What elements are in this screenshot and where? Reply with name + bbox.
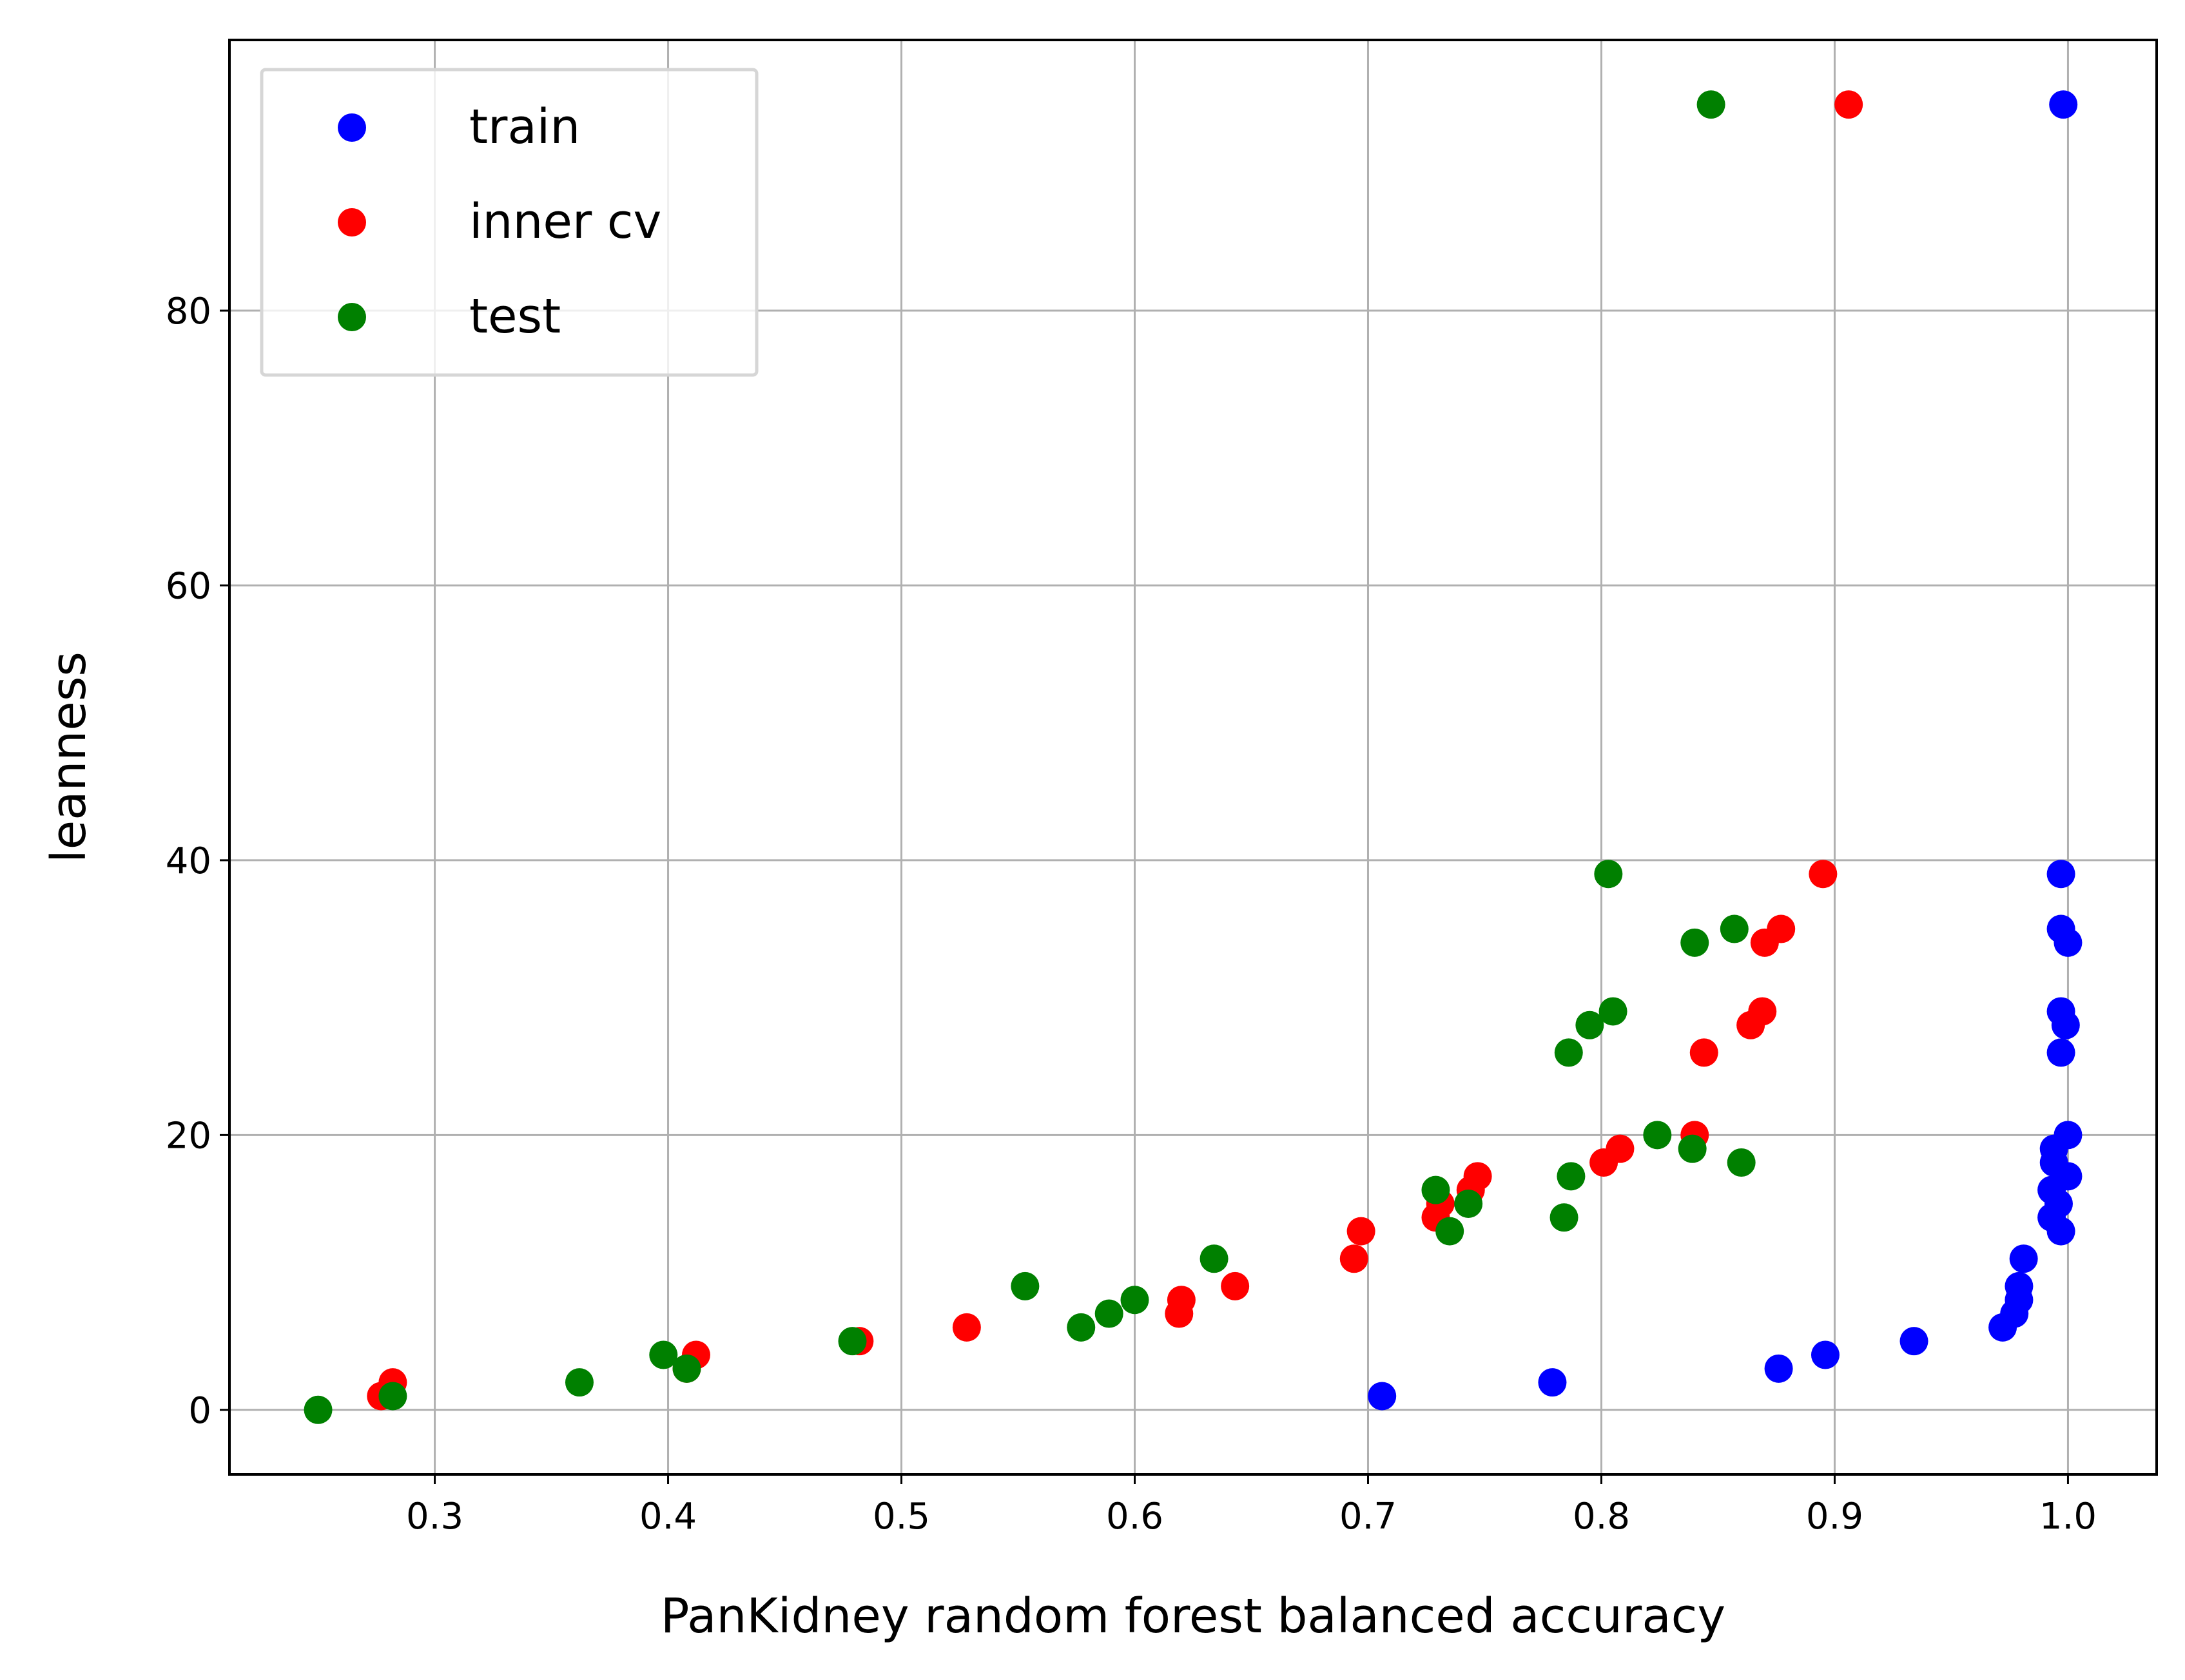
- plot-frame: [228, 39, 2158, 1476]
- data-point-train: [1811, 1340, 1840, 1369]
- data-point-test: [1454, 1189, 1483, 1218]
- data-point-test: [1421, 1175, 1450, 1204]
- x-tick-label: 0.6: [1106, 1496, 1163, 1538]
- data-point-train: [2054, 928, 2083, 957]
- x-tick-label: 0.3: [406, 1496, 463, 1538]
- y-tick-label: 60: [166, 565, 211, 607]
- legend-label-test: test: [469, 289, 561, 344]
- data-point-train: [1538, 1368, 1567, 1397]
- data-point-test: [838, 1327, 867, 1356]
- y-tick-label: 40: [166, 840, 211, 882]
- data-point-inner-cv: [1339, 1244, 1368, 1273]
- data-point-test: [1720, 914, 1749, 943]
- data-point-test: [1067, 1313, 1096, 1342]
- legend-marker-test: [338, 303, 366, 331]
- data-point-test: [304, 1395, 333, 1424]
- data-point-test: [1575, 1010, 1604, 1039]
- data-point-test: [1094, 1299, 1123, 1328]
- legend-frame: [260, 68, 759, 377]
- data-point-inner-cv: [1689, 1038, 1718, 1067]
- data-point-test: [1120, 1286, 1149, 1315]
- data-point-inner-cv: [1346, 1217, 1375, 1246]
- x-axis-title: PanKidney random forest balanced accurac…: [661, 1588, 1725, 1644]
- data-point-test: [1554, 1038, 1583, 1067]
- data-points: [304, 90, 2083, 1424]
- data-point-train: [1899, 1327, 1928, 1356]
- data-point-train: [1988, 1313, 2017, 1342]
- legend-label-train: train: [469, 99, 580, 155]
- y-tick-label: 0: [188, 1390, 211, 1432]
- data-point-test: [1011, 1271, 1040, 1300]
- data-point-inner-cv: [1221, 1271, 1250, 1300]
- data-point-test: [649, 1340, 678, 1369]
- data-point-train: [2009, 1244, 2038, 1273]
- x-tick-label: 0.8: [1573, 1496, 1630, 1538]
- x-tick-label: 0.9: [1806, 1496, 1863, 1538]
- data-point-inner-cv: [1809, 860, 1838, 889]
- data-point-test: [1557, 1162, 1586, 1191]
- data-point-inner-cv: [952, 1313, 981, 1342]
- y-tick-label: 80: [166, 291, 211, 333]
- y-axis-title: leanness: [41, 652, 97, 863]
- data-point-test: [378, 1382, 407, 1411]
- data-point-train: [2049, 90, 2078, 119]
- data-point-inner-cv: [1589, 1148, 1618, 1177]
- data-point-inner-cv: [1750, 928, 1779, 957]
- legend-marker-inner-cv: [338, 208, 366, 237]
- data-point-train: [2051, 1010, 2080, 1039]
- data-point-train: [2046, 1038, 2075, 1067]
- data-point-test: [1727, 1148, 1756, 1177]
- legend-marker-train: [338, 113, 366, 142]
- data-point-train: [1764, 1354, 1793, 1383]
- x-tick-label: 0.5: [873, 1496, 930, 1538]
- x-tick-label: 1.0: [2039, 1496, 2097, 1538]
- x-tick-label: 0.4: [639, 1496, 697, 1538]
- data-point-train: [1368, 1382, 1397, 1411]
- data-point-test: [1680, 928, 1709, 957]
- data-point-test: [1435, 1217, 1464, 1246]
- data-point-test: [672, 1354, 701, 1383]
- data-point-inner-cv: [1834, 90, 1863, 119]
- data-point-inner-cv: [1165, 1299, 1194, 1328]
- data-point-test: [565, 1368, 594, 1397]
- x-tick-label: 0.7: [1339, 1496, 1397, 1538]
- data-point-test: [1678, 1134, 1707, 1163]
- data-point-test: [1696, 90, 1725, 119]
- axis-ticks: 0.3 0.4 0.5 0.6 0.7 0.8 0.9 1.0 0 20 40 60 80: [166, 291, 2097, 1538]
- legend: train inner cv test: [260, 68, 759, 377]
- data-point-train: [2046, 860, 2075, 889]
- data-point-test: [1594, 860, 1623, 889]
- data-point-test: [1643, 1121, 1672, 1150]
- data-point-train: [2046, 1217, 2075, 1246]
- data-point-inner-cv: [1736, 1010, 1765, 1039]
- y-tick-label: 20: [166, 1115, 211, 1157]
- legend-label-inner-cv: inner cv: [469, 194, 661, 249]
- data-point-test: [1598, 997, 1627, 1026]
- data-point-test: [1549, 1203, 1578, 1232]
- data-point-test: [1199, 1244, 1228, 1273]
